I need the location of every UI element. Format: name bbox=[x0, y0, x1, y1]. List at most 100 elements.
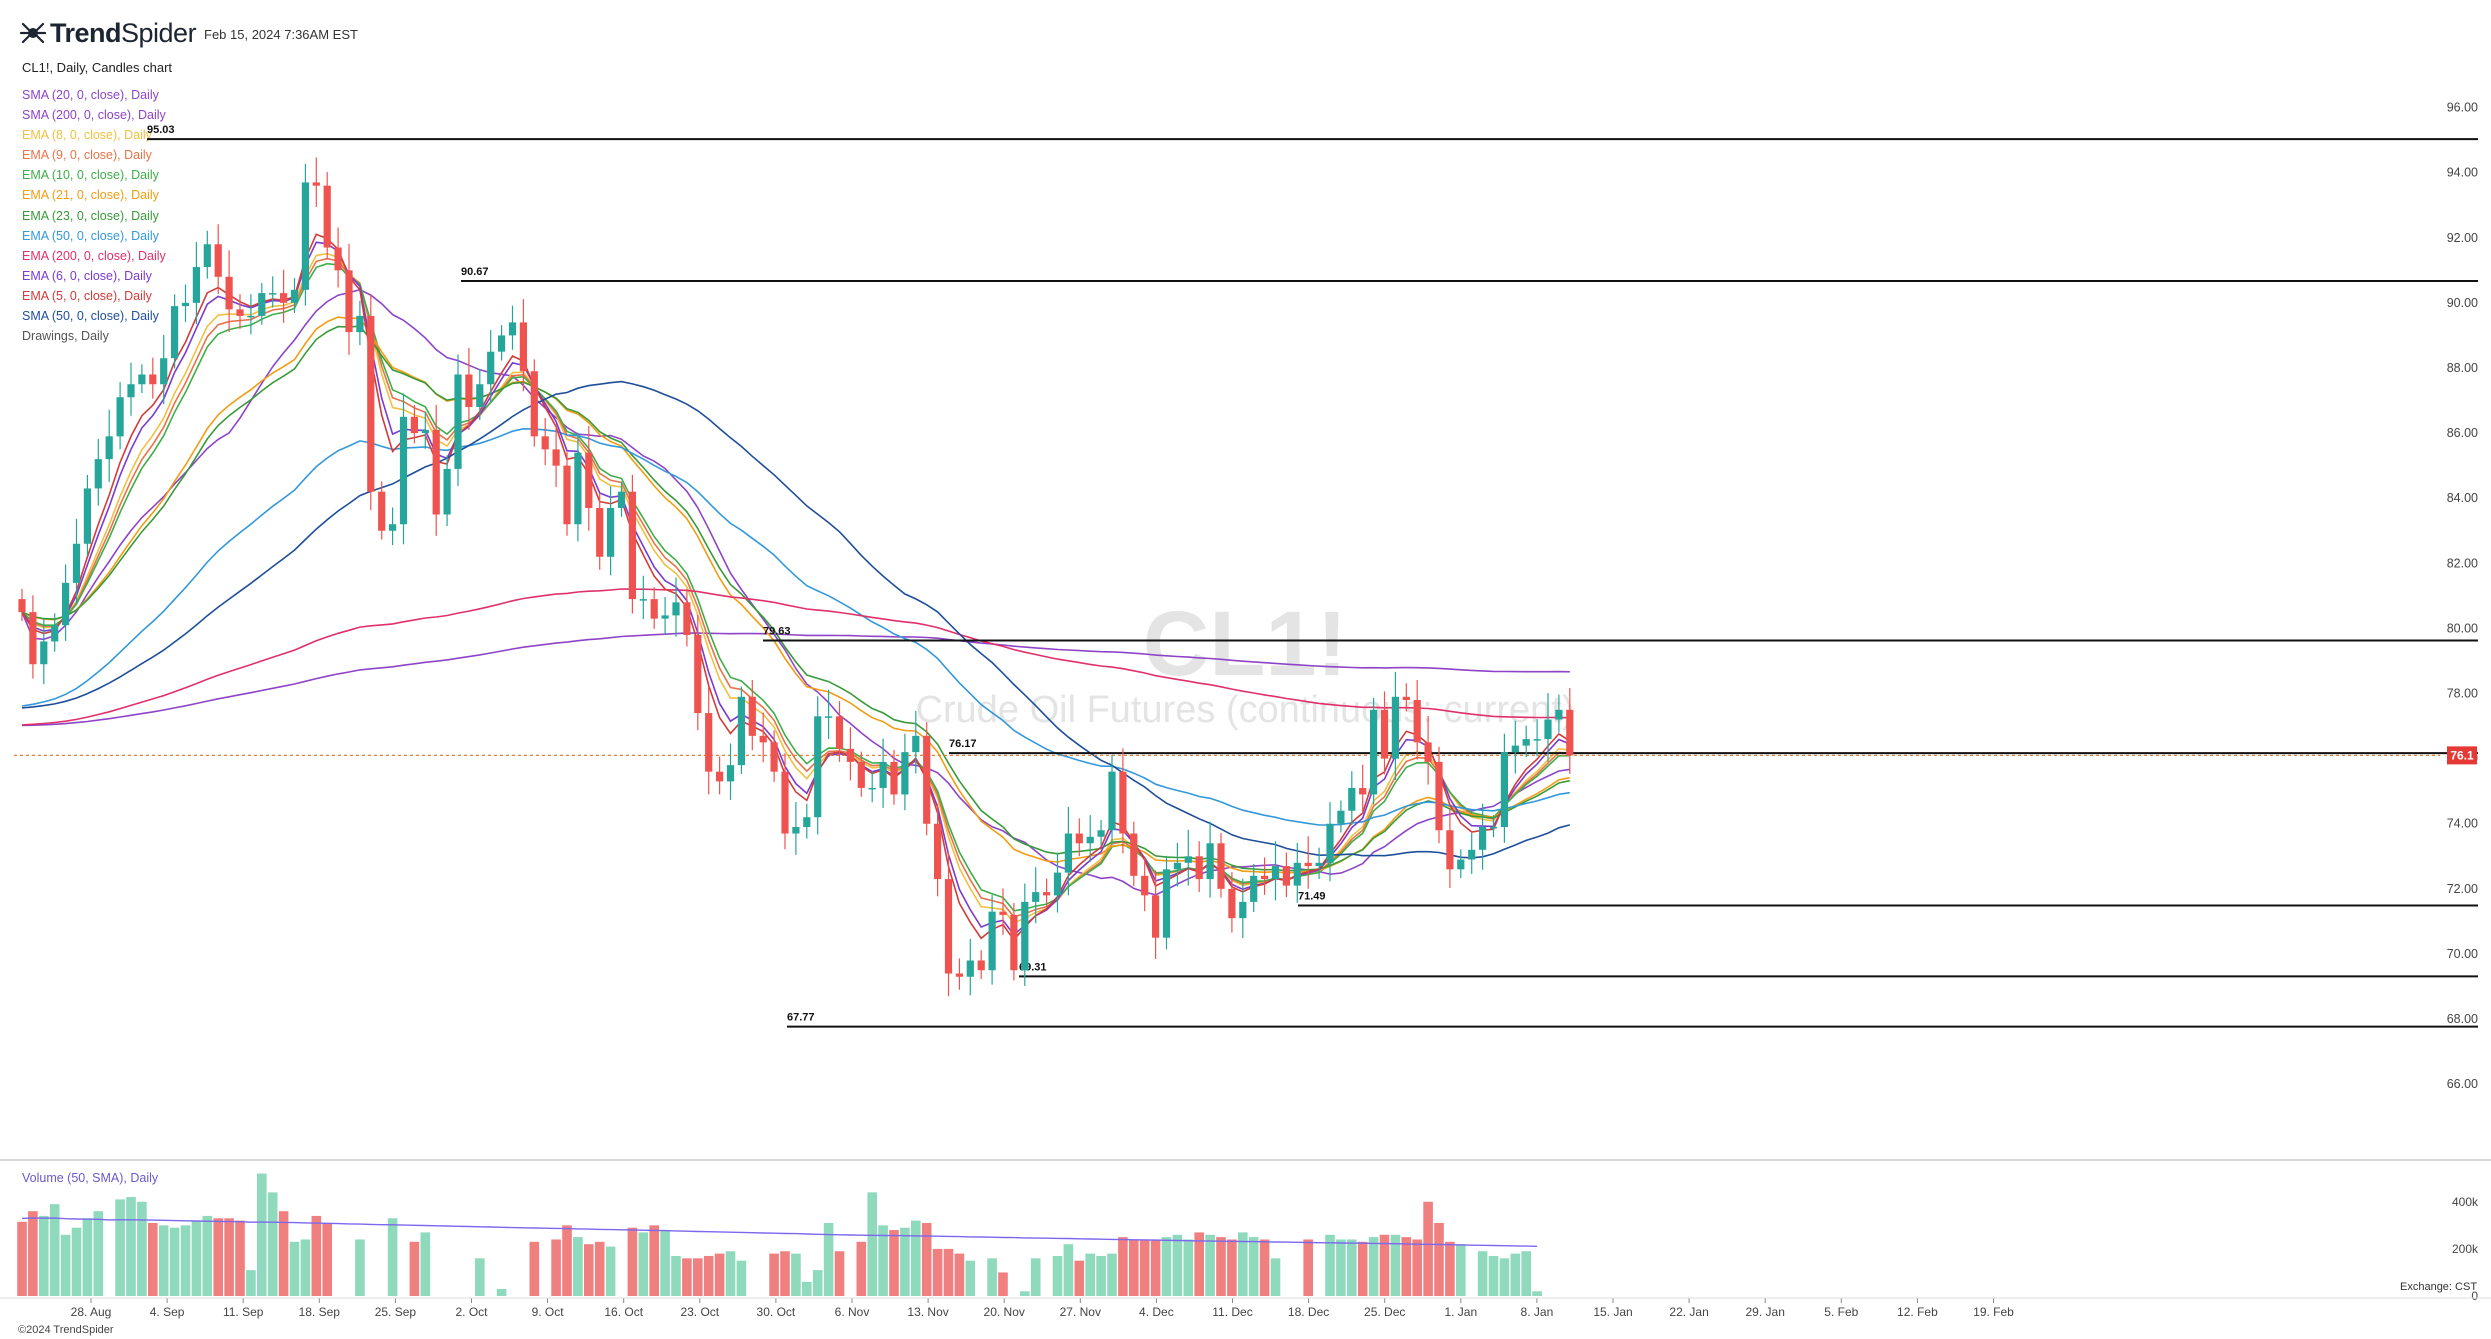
volume-bar bbox=[725, 1251, 736, 1296]
candle-body bbox=[1152, 895, 1160, 938]
price-axis-tick: 96.00 bbox=[2447, 101, 2478, 115]
candle-body bbox=[1043, 892, 1051, 896]
candle-body bbox=[770, 742, 778, 772]
volume-bar bbox=[932, 1248, 943, 1296]
x-axis-tick: 20. Nov bbox=[984, 1305, 1025, 1319]
candle-body bbox=[171, 306, 179, 359]
legend-item[interactable]: SMA (200, 0, close), Daily bbox=[22, 108, 166, 123]
level-label: 71.49 bbox=[1298, 890, 1326, 902]
candle-body bbox=[508, 322, 517, 336]
volume-bar bbox=[627, 1227, 638, 1296]
watermark-symbol: CL1! bbox=[1143, 593, 1347, 695]
price-axis-tick: 92.00 bbox=[2447, 231, 2478, 245]
volume-bar bbox=[1347, 1239, 1357, 1296]
volume-bar bbox=[169, 1227, 180, 1296]
candle-body bbox=[977, 960, 985, 971]
candle-body bbox=[356, 315, 364, 333]
price-axis-tick: 78.00 bbox=[2447, 687, 2478, 701]
volume-bar bbox=[987, 1258, 997, 1296]
candle-body bbox=[1413, 700, 1421, 743]
candle-body bbox=[367, 315, 375, 492]
volume-bar bbox=[39, 1215, 49, 1296]
volume-bar bbox=[1020, 1291, 1030, 1296]
volume-bar bbox=[562, 1225, 572, 1296]
volume-bar bbox=[355, 1239, 365, 1296]
candle-body bbox=[378, 491, 386, 531]
candle-body bbox=[323, 185, 331, 248]
candle-body bbox=[1053, 872, 1062, 896]
header: TrendSpider Feb 15, 2024 7:36AM EST bbox=[0, 0, 420, 60]
candle-body bbox=[1239, 901, 1247, 919]
candle-body bbox=[912, 735, 920, 753]
legend-item[interactable]: EMA (200, 0, close), Daily bbox=[22, 248, 166, 263]
volume-bar bbox=[1107, 1253, 1117, 1296]
legend-item[interactable]: EMA (6, 0, close), Daily bbox=[22, 268, 152, 283]
candle-body bbox=[280, 293, 288, 303]
level-label: 95.03 bbox=[147, 124, 175, 136]
volume-bar bbox=[17, 1221, 27, 1296]
x-axis-tick: 2. Oct bbox=[455, 1305, 488, 1319]
legend-item[interactable]: EMA (50, 0, close), Daily bbox=[22, 228, 159, 243]
candle-body bbox=[116, 397, 124, 437]
x-axis-tick: 8. Jan bbox=[1521, 1305, 1554, 1319]
volume-bar bbox=[93, 1211, 104, 1296]
candle-body bbox=[1217, 843, 1225, 889]
volume-axis-tick: 0 bbox=[2471, 1289, 2478, 1303]
current-price-tag bbox=[2447, 746, 2477, 765]
volume-bar bbox=[791, 1253, 801, 1296]
volume-bar bbox=[180, 1225, 191, 1296]
volume-bar bbox=[638, 1232, 649, 1296]
legend-item[interactable]: Drawings, Daily bbox=[22, 329, 109, 344]
legend-item[interactable]: EMA (21, 0, close), Daily bbox=[22, 188, 159, 203]
volume-bar bbox=[300, 1239, 311, 1296]
legend-item[interactable]: SMA (20, 0, close), Daily bbox=[22, 88, 159, 102]
candle-body bbox=[18, 599, 26, 613]
candle-body bbox=[1359, 787, 1367, 795]
candle-body bbox=[803, 817, 811, 828]
candle-body bbox=[225, 276, 233, 310]
chart-title[interactable]: CL1!, Daily, Candles chart bbox=[22, 60, 173, 75]
x-axis-tick: 12. Feb bbox=[1897, 1305, 1938, 1319]
volume-bar bbox=[605, 1246, 616, 1296]
candle-body bbox=[748, 696, 756, 736]
legend-item[interactable]: EMA (8, 0, close), Daily bbox=[22, 128, 152, 143]
volume-bar bbox=[911, 1220, 921, 1296]
volume-bar bbox=[529, 1241, 540, 1296]
candle-body bbox=[1566, 709, 1574, 756]
volume-indicator-label[interactable]: Volume (50, SMA), Daily bbox=[22, 1171, 159, 1185]
volume-bar bbox=[224, 1218, 234, 1296]
volume-bar bbox=[584, 1244, 594, 1296]
legend-item[interactable]: EMA (9, 0, close), Daily bbox=[22, 148, 152, 163]
legend-item[interactable]: SMA (50, 0, close), Daily bbox=[22, 309, 159, 324]
volume-bar bbox=[802, 1281, 812, 1296]
candle-body bbox=[694, 634, 702, 714]
candle-body bbox=[1511, 745, 1519, 753]
legend-item[interactable]: EMA (5, 0, close), Daily bbox=[22, 288, 152, 303]
volume-bar bbox=[1161, 1237, 1172, 1296]
candle-body bbox=[1424, 742, 1432, 762]
legend-item[interactable]: EMA (10, 0, close), Daily bbox=[22, 168, 159, 183]
volume-bar bbox=[1423, 1201, 1433, 1296]
candle-body bbox=[639, 599, 647, 601]
candle-body bbox=[1097, 830, 1105, 837]
price-axis-tick: 80.00 bbox=[2447, 621, 2478, 635]
price-axis-tick: 66.00 bbox=[2447, 1077, 2478, 1091]
volume-bar bbox=[158, 1225, 169, 1296]
volume-bar bbox=[1238, 1232, 1248, 1296]
candle-body bbox=[988, 911, 996, 971]
volume-bar bbox=[278, 1211, 289, 1296]
candle-body bbox=[1184, 856, 1192, 863]
candle-body bbox=[1402, 696, 1410, 701]
candle-body bbox=[94, 459, 102, 489]
volume-bar bbox=[1216, 1237, 1226, 1296]
candle-body bbox=[301, 182, 309, 290]
candle-body bbox=[737, 696, 745, 766]
volume-bar bbox=[1499, 1258, 1510, 1296]
legend-item[interactable]: EMA (23, 0, close), Daily bbox=[22, 208, 159, 223]
candle-body bbox=[923, 735, 931, 824]
candle-body bbox=[792, 827, 800, 834]
candle-body bbox=[214, 244, 222, 277]
x-axis-tick: 13. Nov bbox=[907, 1305, 948, 1319]
ma-line bbox=[21, 588, 1570, 726]
